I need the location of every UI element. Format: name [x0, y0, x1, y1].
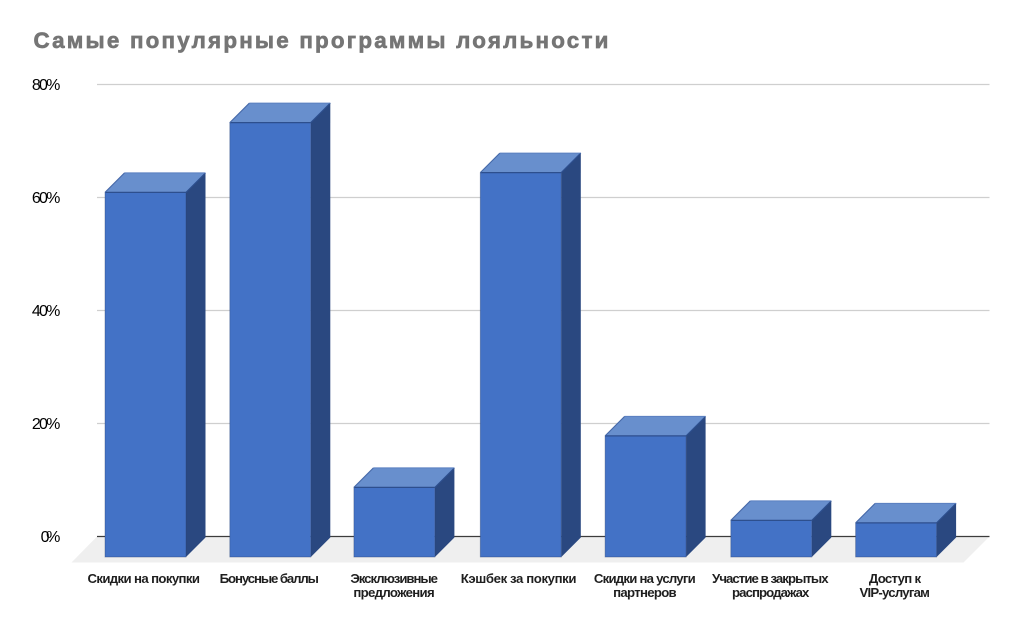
svg-text:Скидки на покупки: Скидки на покупки [87, 571, 200, 586]
svg-text:предложения: предложения [353, 585, 434, 600]
svg-text:партнеров: партнеров [613, 585, 677, 600]
svg-text:80%: 80% [32, 77, 61, 94]
svg-text:Доступ к: Доступ к [869, 571, 922, 586]
svg-text:Самые популярные программы лоя: Самые популярные программы лояльности [34, 28, 611, 53]
svg-text:Скидки на услуги: Скидки на услуги [594, 571, 696, 586]
svg-text:Кэшбек за покупки: Кэшбек за покупки [461, 571, 577, 586]
svg-text:40%: 40% [32, 303, 61, 320]
svg-text:20%: 20% [32, 416, 61, 433]
svg-text:0%: 0% [41, 529, 61, 546]
svg-text:VIP-услугам: VIP-услугам [859, 585, 930, 600]
svg-text:распродажах: распродажах [732, 585, 810, 600]
svg-text:Участие в закрытых: Участие в закрытых [712, 571, 829, 586]
svg-text:60%: 60% [32, 190, 61, 207]
svg-text:Эксклюзивные: Эксклюзивные [350, 571, 438, 586]
svg-text:Бонусные баллы: Бонусные баллы [220, 571, 319, 586]
